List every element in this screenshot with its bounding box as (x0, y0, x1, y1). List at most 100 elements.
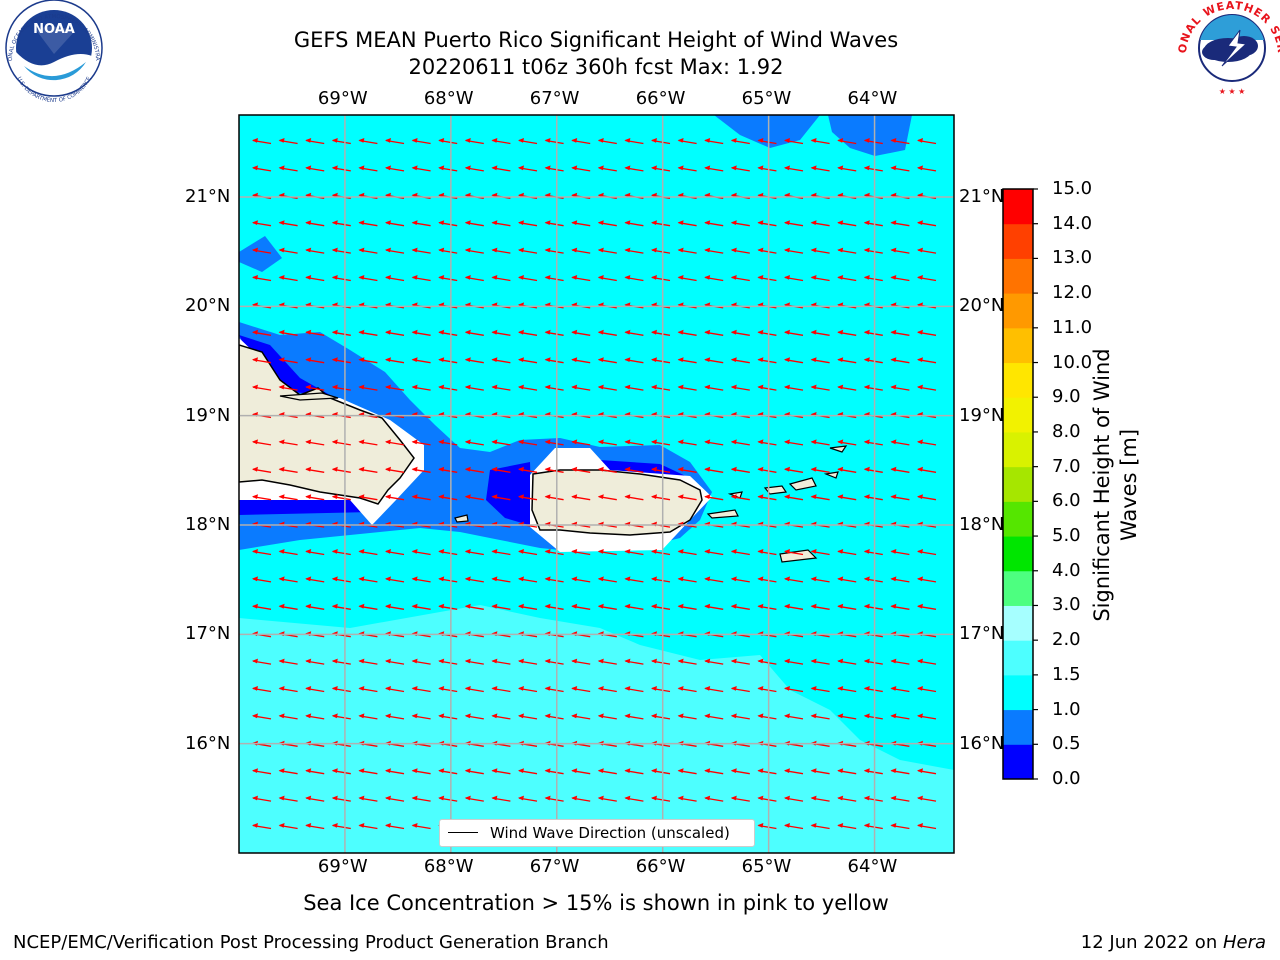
vector-arrow (730, 439, 750, 446)
vector-arrow (518, 439, 538, 446)
vector-arrow (624, 795, 644, 802)
vector-arrow (837, 494, 857, 501)
vector-arrow (571, 384, 591, 391)
vector-arrow (784, 658, 804, 665)
vector-arrow (544, 494, 564, 501)
vector-arrow (278, 357, 298, 364)
vector-arrow (464, 494, 484, 501)
vector-arrow (464, 329, 484, 336)
vector-arrow (331, 549, 351, 556)
vector-arrow (358, 686, 378, 693)
vector-arrow (863, 494, 883, 501)
vector-arrow (624, 329, 644, 336)
vector-arrow (837, 603, 857, 610)
vector-arrow (837, 549, 857, 556)
vector-arrow (544, 603, 564, 610)
vector-arrow (890, 576, 910, 583)
vector-arrow (438, 220, 458, 227)
vector-arrow (810, 686, 830, 693)
vector-arrow (411, 686, 431, 693)
vector-arrow (518, 247, 538, 254)
vector-arrow (385, 247, 405, 254)
vector-arrow (917, 138, 937, 145)
vector-arrow (677, 713, 697, 720)
vector-arrow (757, 823, 777, 830)
lon-label-top: 65°W (741, 88, 792, 109)
vector-arrow (278, 384, 298, 391)
vector-arrow (784, 357, 804, 364)
vector-arrow (331, 220, 351, 227)
vector-arrow (571, 795, 591, 802)
vector-arrow (358, 603, 378, 610)
vector-arrow (863, 768, 883, 775)
vector-arrow (385, 466, 405, 473)
vector-arrow (411, 275, 431, 282)
vector-arrow (917, 549, 937, 556)
vector-arrow (651, 576, 671, 583)
vector-arrow (730, 384, 750, 391)
vector-arrow (438, 658, 458, 665)
vector-arrow (917, 384, 937, 391)
vector-arrow (252, 658, 272, 665)
map-plot-area (239, 115, 954, 853)
vector-arrow (784, 713, 804, 720)
vector-arrow (624, 494, 644, 501)
vector-arrow (438, 768, 458, 775)
vector-arrow (810, 713, 830, 720)
vector-arrow (305, 384, 325, 391)
vector-arrow (464, 466, 484, 473)
vector-arrow (863, 220, 883, 227)
vector-arrow (571, 658, 591, 665)
vector-arrow (411, 138, 431, 145)
vector-arrow (438, 384, 458, 391)
vector-arrow (597, 275, 617, 282)
vector-arrow (784, 165, 804, 172)
vector-arrow (704, 768, 724, 775)
vector-arrow (544, 768, 564, 775)
sea-ice-note: Sea Ice Concentration > 15% is shown in … (303, 891, 889, 915)
vector-arrow (730, 603, 750, 610)
vector-arrow (810, 275, 830, 282)
vector-arrow (571, 275, 591, 282)
vector-arrow (651, 549, 671, 556)
vector-arrow (677, 549, 697, 556)
vector-arrow (704, 576, 724, 583)
vector-arrow (278, 576, 298, 583)
vector-arrow (464, 275, 484, 282)
vector-arrow (677, 795, 697, 802)
vector-arrow (704, 357, 724, 364)
vector-arrow (518, 713, 538, 720)
vector-arrow (810, 494, 830, 501)
vector-arrow (784, 275, 804, 282)
colorbar-tick-label: 8.0 (1052, 420, 1081, 442)
vector-arrow (837, 165, 857, 172)
vector-arrow (917, 658, 937, 665)
colorbar-swatch (1003, 431, 1033, 468)
vector-arrow (518, 384, 538, 391)
vector-arrow (837, 329, 857, 336)
wave-band-1.5-2.0 (239, 605, 954, 853)
vector-arrow (278, 329, 298, 336)
vector-arrow (704, 384, 724, 391)
vector-arrow (863, 658, 883, 665)
vector-arrow (784, 576, 804, 583)
map-frame (238, 114, 955, 854)
vector-arrow (491, 329, 511, 336)
wind-wave-vectors (252, 138, 937, 830)
vector-arrow (305, 576, 325, 583)
vector-arrow (544, 138, 564, 145)
vector-arrow (810, 329, 830, 336)
lon-label-bottom: 68°W (423, 856, 474, 877)
vector-arrow (730, 220, 750, 227)
vector-arrow (784, 220, 804, 227)
vector-arrow (597, 220, 617, 227)
vector-arrow (863, 329, 883, 336)
vector-arrow (704, 795, 724, 802)
vector-arrow (358, 384, 378, 391)
vector-arrow (863, 466, 883, 473)
vector-arrow (358, 823, 378, 830)
vector-arrow (917, 165, 937, 172)
vector-arrow (677, 275, 697, 282)
svg-text:NATIONAL WEATHER SERVICE: NATIONAL WEATHER SERVICE (0, 0, 1280, 54)
